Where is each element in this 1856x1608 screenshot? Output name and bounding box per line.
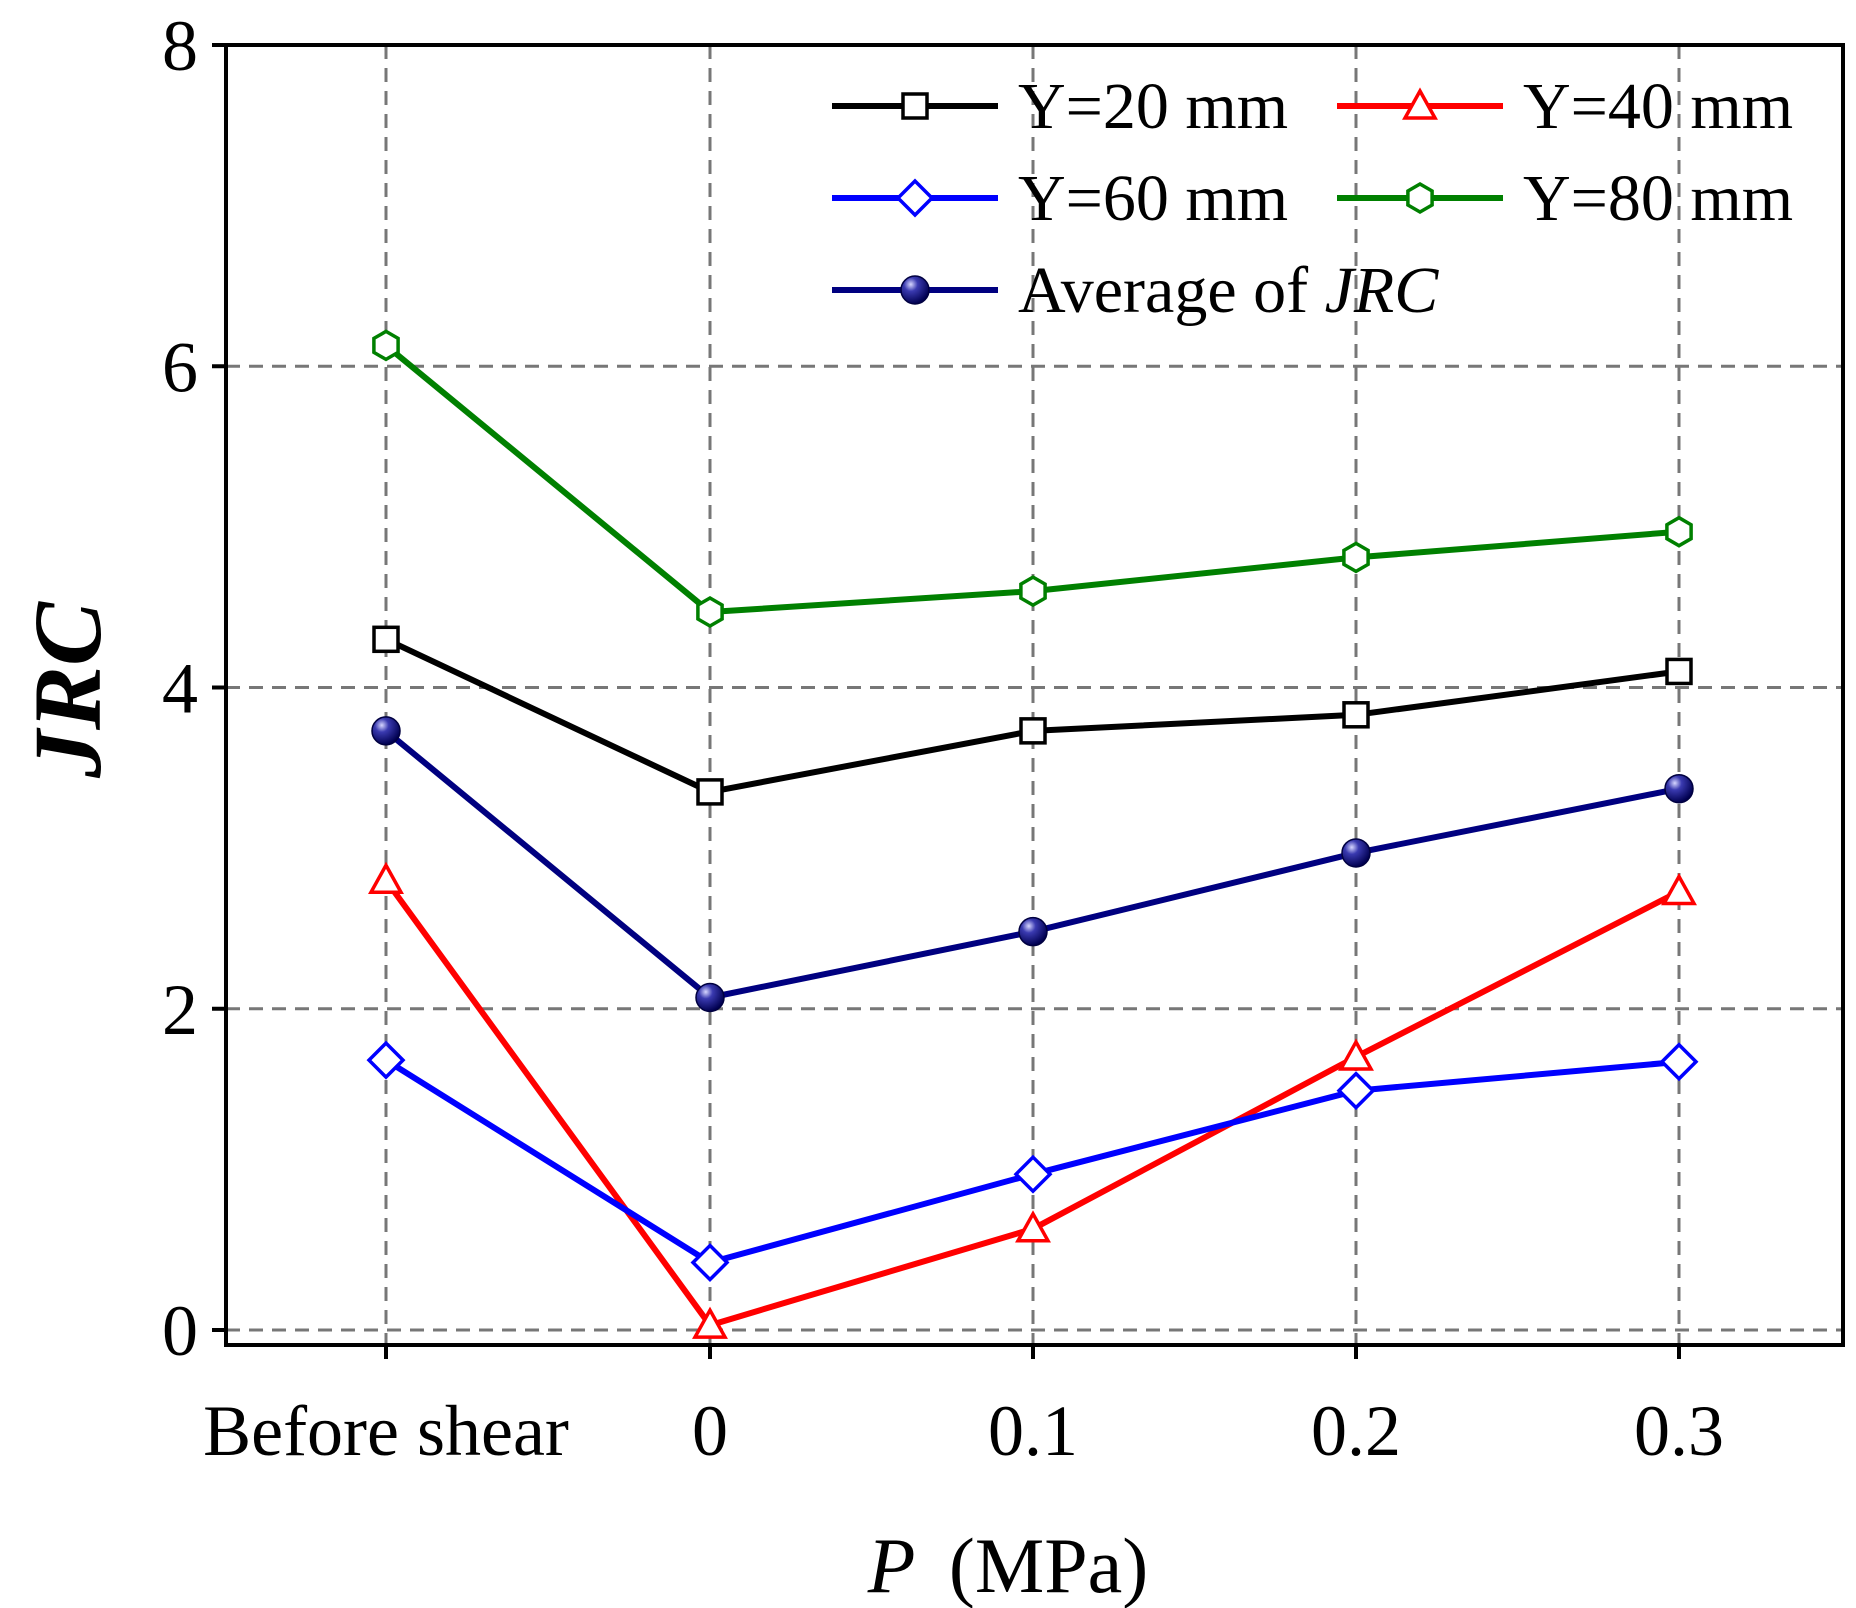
legend-marker <box>1402 87 1438 120</box>
x-axis-title: P (MPa) <box>867 1522 1148 1608</box>
series-diamond <box>366 1040 1699 1283</box>
x-tick-label: 0 <box>692 1391 728 1471</box>
data-point-diamond <box>690 1243 730 1283</box>
data-point-triangle <box>1015 1210 1051 1243</box>
data-point-ball <box>1018 916 1048 947</box>
y-axis-title: JRC <box>14 601 121 779</box>
legend-entry-square: Y=20 mm <box>832 70 1288 143</box>
data-point-diamond <box>1013 1154 1053 1194</box>
legend-entry-ball: Average of JRC <box>832 254 1439 327</box>
y-tick-label: 4 <box>162 649 198 729</box>
data-point-triangle <box>368 861 404 894</box>
data-point-triangle <box>1338 1038 1374 1071</box>
legend-marker <box>895 178 935 218</box>
data-point-diamond <box>1336 1071 1376 1111</box>
legend-marker <box>900 275 930 305</box>
legend-entry-diamond: Y=60 mm <box>832 162 1288 235</box>
data-point-ball <box>1664 773 1694 804</box>
data-point-hexagon <box>696 595 724 629</box>
grid <box>226 45 1843 1345</box>
data-point-hexagon <box>372 329 400 362</box>
data-point-diamond <box>366 1040 406 1080</box>
data-point-triangle <box>692 1306 728 1339</box>
x-axis-unit: (MPa) <box>949 1522 1148 1608</box>
data-point-square <box>696 778 724 806</box>
legend-label: Y=20 mm <box>1018 70 1288 143</box>
data-point-hexagon <box>1342 541 1370 574</box>
axis-labels: JRC P (MPa) <box>14 601 1148 1608</box>
data-point-ball <box>1341 838 1371 868</box>
data-point-square <box>1342 701 1370 729</box>
data-point-ball <box>371 716 401 746</box>
x-axis-variable: P <box>867 1522 916 1608</box>
legend-label: Y=80 mm <box>1523 162 1793 235</box>
series-square <box>372 625 1693 806</box>
x-tick-label: 0.1 <box>988 1391 1078 1471</box>
series-ball <box>371 716 1694 1013</box>
y-tick-label: 0 <box>162 1291 198 1371</box>
data-point-ball <box>695 982 725 1013</box>
series <box>366 329 1699 1339</box>
x-tick-label: 0.2 <box>1311 1391 1401 1471</box>
x-tick-label: Before shear <box>203 1391 569 1471</box>
data-point-diamond <box>1659 1042 1699 1082</box>
data-point-hexagon <box>1019 575 1047 608</box>
series-triangle <box>368 861 1697 1339</box>
data-point-square <box>372 625 400 654</box>
y-tick-label: 2 <box>162 970 198 1050</box>
legend-label: Average of JRC <box>1018 254 1439 327</box>
data-point-hexagon <box>1665 515 1693 548</box>
series-hexagon <box>372 329 1693 629</box>
plot-frame <box>224 43 1845 1347</box>
legend: Y=20 mm Y=40 mm Y=60 mm Y=80 mm Average of J… <box>832 70 1793 327</box>
series-line-hexagon <box>384 343 1680 615</box>
legend-entry-triangle: Y=40 mm <box>1337 70 1793 143</box>
y-tick-label: 8 <box>162 6 198 86</box>
data-point-triangle <box>1661 872 1697 906</box>
x-tick-label: 0.3 <box>1634 1391 1724 1471</box>
data-point-square <box>1019 717 1047 745</box>
data-point-square <box>1665 657 1693 686</box>
legend-entry-hexagon: Y=80 mm <box>1337 162 1793 235</box>
legend-marker <box>901 92 929 120</box>
legend-marker <box>1406 181 1434 215</box>
legend-label: Y=40 mm <box>1523 70 1793 143</box>
legend-label: Y=60 mm <box>1018 162 1288 235</box>
y-tick-label: 6 <box>162 327 198 407</box>
